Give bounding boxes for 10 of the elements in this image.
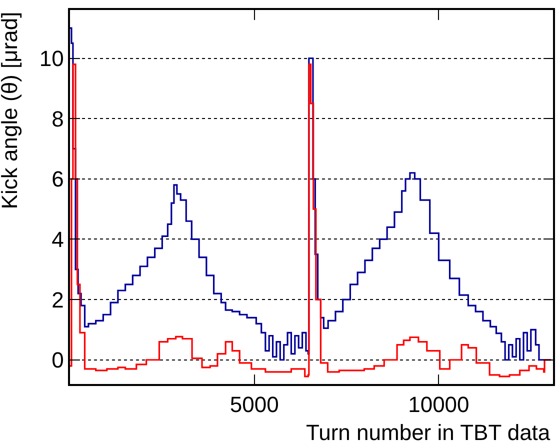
y-tick-label: 8 bbox=[52, 106, 64, 132]
x-tick-label: 10000 bbox=[408, 392, 470, 418]
y-tick-label: 2 bbox=[52, 287, 64, 312]
y-tick-label: 4 bbox=[52, 226, 64, 252]
y-tick-label: 0 bbox=[52, 348, 64, 373]
x-tick-label: 5000 bbox=[230, 392, 279, 418]
y-axis-title: Kick angle (θ) [μrad] bbox=[0, 12, 22, 210]
y-tick-label: 6 bbox=[52, 166, 64, 192]
x-axis-title: Turn number in TBT data bbox=[306, 420, 551, 445]
y-tick-label: 10 bbox=[39, 46, 64, 71]
